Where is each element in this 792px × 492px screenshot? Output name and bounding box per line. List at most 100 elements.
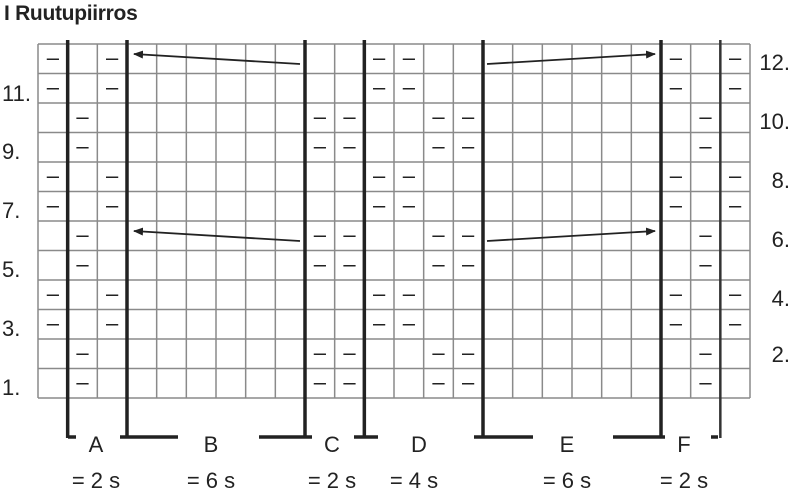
purl-symbol: – xyxy=(670,281,683,306)
row-label-left: 7. xyxy=(2,198,20,223)
purl-symbol: – xyxy=(343,251,356,276)
purl-symbol: – xyxy=(432,340,445,365)
row-label-right: 10. xyxy=(759,109,790,134)
section-stitch-count: = 6 s xyxy=(543,468,591,492)
purl-symbol: – xyxy=(47,192,60,217)
purl-symbol: – xyxy=(699,369,712,394)
purl-symbol: – xyxy=(699,133,712,158)
purl-symbol: – xyxy=(47,310,60,335)
purl-symbol: – xyxy=(76,369,89,394)
purl-symbol: – xyxy=(432,104,445,129)
row-label-left: 5. xyxy=(2,257,20,282)
purl-symbol: – xyxy=(343,369,356,394)
purl-symbol: – xyxy=(373,192,386,217)
purl-symbol: – xyxy=(403,74,416,99)
purl-symbol: – xyxy=(373,74,386,99)
row-label-right: 12. xyxy=(759,50,790,75)
section-stitch-count: = 2 s xyxy=(308,468,356,492)
purl-symbol: – xyxy=(106,74,119,99)
arrow-left xyxy=(133,227,301,242)
row-label-right: 2. xyxy=(772,342,790,367)
purl-symbol: – xyxy=(106,163,119,188)
purl-symbol: – xyxy=(699,251,712,276)
purl-symbol: – xyxy=(432,133,445,158)
purl-symbol: – xyxy=(314,104,327,129)
purl-symbol: – xyxy=(462,222,475,247)
section-label: B xyxy=(204,432,219,457)
arrow-right xyxy=(486,227,656,242)
purl-symbol: – xyxy=(403,310,416,335)
purl-symbol: – xyxy=(670,310,683,335)
purl-symbol: – xyxy=(729,281,742,306)
purl-symbol: – xyxy=(432,222,445,247)
purl-symbol: – xyxy=(343,340,356,365)
section-stitch-count: = 4 s xyxy=(390,468,438,492)
purl-symbol: – xyxy=(699,222,712,247)
purl-symbol: – xyxy=(432,369,445,394)
purl-symbol: – xyxy=(314,133,327,158)
purl-symbol: – xyxy=(47,74,60,99)
purl-symbol: – xyxy=(462,104,475,129)
purl-symbol: – xyxy=(462,340,475,365)
purl-symbol: – xyxy=(699,104,712,129)
purl-symbol: – xyxy=(343,104,356,129)
row-label-left: 11. xyxy=(2,81,31,106)
purl-symbol: – xyxy=(729,310,742,335)
purl-symbol: – xyxy=(76,222,89,247)
purl-symbol: – xyxy=(76,104,89,129)
purl-symbol: – xyxy=(432,251,445,276)
purl-symbol: – xyxy=(670,163,683,188)
section-label: E xyxy=(560,432,575,457)
purl-symbol: – xyxy=(343,133,356,158)
row-label-left: 3. xyxy=(2,316,20,341)
row-label-left: 9. xyxy=(2,139,20,164)
purl-symbol: – xyxy=(106,45,119,70)
purl-symbol: – xyxy=(47,163,60,188)
purl-symbol: – xyxy=(106,192,119,217)
section-stitch-count: = 2 s xyxy=(660,468,708,492)
arrow-right xyxy=(486,50,656,65)
purl-symbol: – xyxy=(699,340,712,365)
purl-symbol: – xyxy=(462,133,475,158)
purl-symbol: – xyxy=(373,281,386,306)
purl-symbol: – xyxy=(729,163,742,188)
purl-symbol: – xyxy=(106,310,119,335)
purl-symbol: – xyxy=(47,45,60,70)
purl-symbol: – xyxy=(373,45,386,70)
row-label-right: 4. xyxy=(772,286,790,311)
purl-symbol: – xyxy=(314,251,327,276)
purl-symbol: – xyxy=(373,310,386,335)
section-label: F xyxy=(677,432,690,457)
purl-symbol: – xyxy=(403,163,416,188)
section-stitch-count: = 6 s xyxy=(187,468,235,492)
purl-symbol: – xyxy=(729,192,742,217)
purl-symbol: – xyxy=(373,163,386,188)
section-label: C xyxy=(324,432,340,457)
purl-symbol: – xyxy=(314,222,327,247)
row-label-left: 1. xyxy=(2,375,20,400)
section-label: D xyxy=(411,432,427,457)
arrow-left xyxy=(133,50,301,65)
purl-symbol: – xyxy=(670,45,683,70)
purl-symbol: – xyxy=(106,281,119,306)
purl-symbol: – xyxy=(76,340,89,365)
section-label: A xyxy=(89,432,104,457)
purl-symbol: – xyxy=(403,281,416,306)
purl-symbol: – xyxy=(76,251,89,276)
row-label-right: 8. xyxy=(772,168,790,193)
purl-symbol: – xyxy=(314,340,327,365)
purl-symbol: – xyxy=(314,369,327,394)
chart-title: I Ruutupiirros xyxy=(4,2,138,25)
purl-symbol: – xyxy=(670,192,683,217)
purl-symbol: – xyxy=(343,222,356,247)
purl-symbol: – xyxy=(729,74,742,99)
row-label-right: 6. xyxy=(772,227,790,252)
purl-symbol: – xyxy=(670,74,683,99)
purl-symbol: – xyxy=(462,369,475,394)
purl-symbol: – xyxy=(76,133,89,158)
purl-symbol: – xyxy=(729,45,742,70)
purl-symbol: – xyxy=(47,281,60,306)
purl-symbol: – xyxy=(403,192,416,217)
purl-symbol: – xyxy=(462,251,475,276)
